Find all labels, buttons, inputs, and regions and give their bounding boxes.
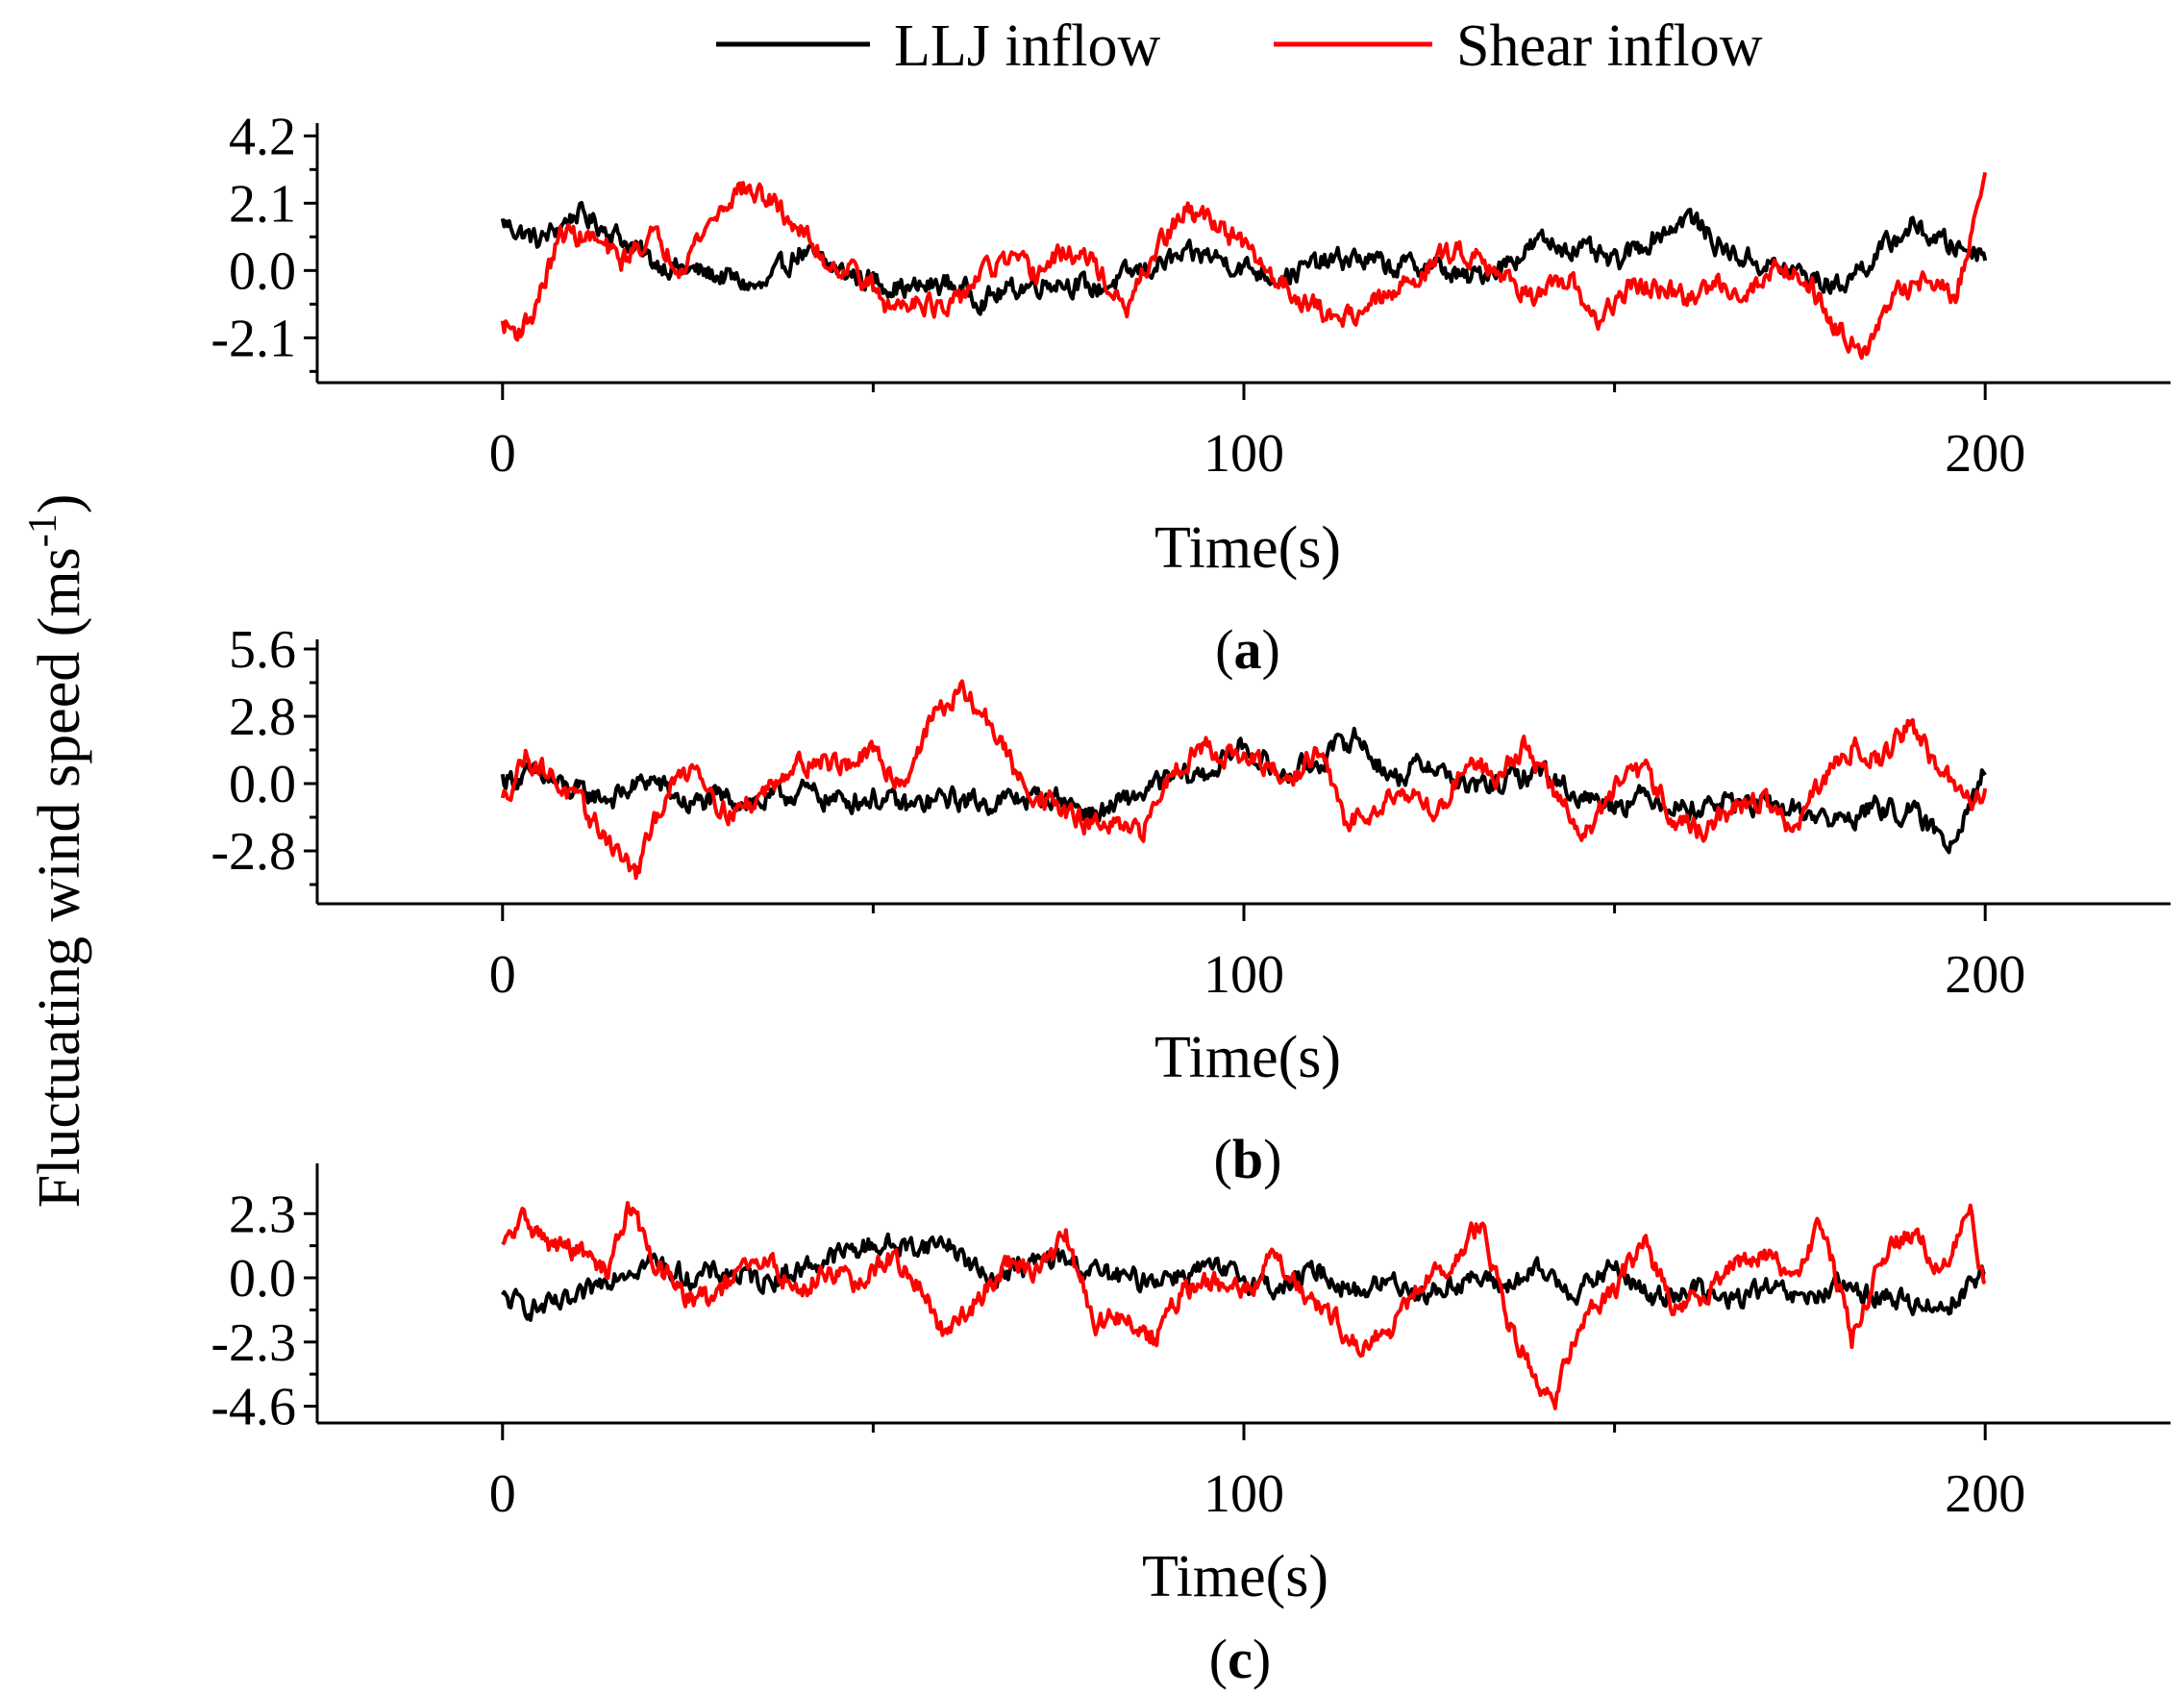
panel-c-xtick-label: 100 bbox=[1204, 1464, 1284, 1524]
legend-llj-label: LLJ inflow bbox=[894, 13, 1160, 79]
panel-b-label: (b) bbox=[1214, 1128, 1282, 1190]
panel-b-xticks: 0 100 200 bbox=[489, 904, 2025, 1005]
panel-a-ytick-label: -2.1 bbox=[211, 309, 296, 368]
panel-b-series-shear bbox=[500, 679, 1988, 881]
panel-b-ytick-label: -2.8 bbox=[211, 822, 296, 882]
panel-c-xtick-label: 200 bbox=[1945, 1464, 2025, 1524]
panel-c-xtick-label: 0 bbox=[489, 1464, 516, 1524]
panel-b-series bbox=[500, 679, 1988, 881]
panel-b-ytick-label: 2.8 bbox=[229, 687, 296, 747]
y-axis-label-sup: -1 bbox=[21, 513, 65, 547]
y-axis-label: Fluctuating wind speed (ms-1) bbox=[21, 494, 92, 1209]
panel-a-ytick-label: 0.0 bbox=[229, 241, 296, 301]
panel-b-ytick-label: 5.6 bbox=[229, 620, 296, 680]
panel-a-series bbox=[500, 171, 1988, 361]
legend: LLJ inflow Shear inflow bbox=[716, 13, 1763, 79]
y-axis-label-close: ) bbox=[27, 494, 92, 514]
panel-a-xtick-label: 100 bbox=[1204, 424, 1284, 484]
panel-c-label: (c) bbox=[1209, 1628, 1271, 1690]
panel-a: 4.2 2.1 0.0 -2.1 0 100 200 Time(s) (a) bbox=[211, 107, 2171, 681]
panel-b-xtick-label: 0 bbox=[489, 945, 516, 1005]
panel-a-label: (a) bbox=[1215, 618, 1280, 681]
panel-c: 2.30.0-2.3-4.6 0 100 200 Time(s) (c) bbox=[211, 1163, 2171, 1690]
panel-a-ytick-label: 4.2 bbox=[229, 107, 296, 166]
panel-a-xtick-label: 200 bbox=[1945, 424, 2025, 484]
panel-c-ytick-label: -4.6 bbox=[211, 1378, 296, 1437]
panel-a-ytick-label: 2.1 bbox=[229, 174, 296, 234]
panel-a-xticks: 0 100 200 bbox=[489, 383, 2025, 484]
panel-b-ytick-label: 0.0 bbox=[229, 755, 296, 814]
panel-c-xlabel: Time(s) bbox=[1142, 1544, 1328, 1610]
panel-a-xlabel: Time(s) bbox=[1154, 515, 1341, 581]
legend-shear-label: Shear inflow bbox=[1456, 13, 1763, 79]
panel-a-yticks: 4.2 2.1 0.0 -2.1 bbox=[211, 107, 317, 373]
panel-c-series bbox=[501, 1201, 1987, 1410]
panel-b-yticks: 5.6 2.8 0.0 -2.8 bbox=[211, 620, 317, 886]
panel-c-yticks: 2.30.0-2.3-4.6 bbox=[211, 1185, 317, 1437]
panel-b: 5.6 2.8 0.0 -2.8 0 100 200 Time(s) (b) bbox=[211, 620, 2171, 1190]
panel-c-ytick-label: 2.3 bbox=[229, 1185, 296, 1244]
panel-c-ytick-label: 0.0 bbox=[229, 1249, 296, 1309]
panel-c-ytick-label: -2.3 bbox=[211, 1313, 296, 1373]
y-axis-label-main: Fluctuating wind speed (ms bbox=[27, 547, 92, 1208]
panel-b-xtick-label: 200 bbox=[1945, 945, 2025, 1005]
panel-b-xtick-label: 100 bbox=[1204, 945, 1284, 1005]
panel-c-xticks: 0 100 200 bbox=[489, 1423, 2025, 1524]
panel-a-series-shear bbox=[500, 171, 1988, 361]
panel-a-series-llj bbox=[500, 201, 1988, 316]
panel-c-series-shear bbox=[501, 1201, 1987, 1410]
panel-a-xtick-label: 0 bbox=[489, 424, 516, 484]
panel-b-xlabel: Time(s) bbox=[1154, 1025, 1341, 1090]
